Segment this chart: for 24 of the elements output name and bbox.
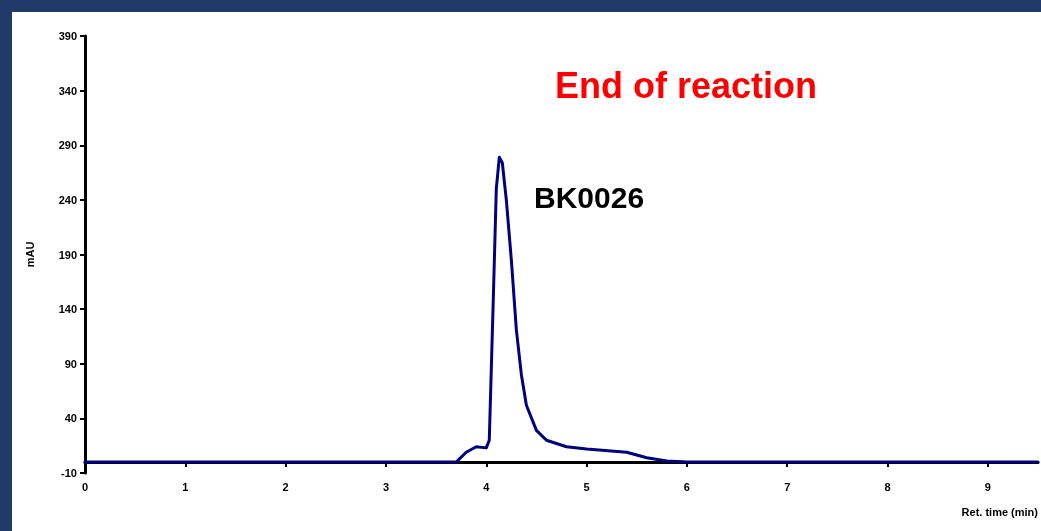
y-tick-label: 340 [58,84,77,97]
x-tick-label: 0 [81,480,89,493]
x-tick-label: 8 [884,480,891,493]
x-tick-label: 1 [182,480,189,493]
x-tick-label: 2 [282,480,289,493]
x-tick-label: 9 [984,480,991,493]
x-tick-label: 3 [382,480,390,493]
y-tick-label: 40 [64,412,77,425]
y-axis-title: mAU [23,241,36,268]
y-tick-label: 190 [58,248,77,261]
y-tick-label: 240 [58,193,77,206]
annotation: End of reaction [555,64,818,106]
x-axis-title: Ret. time (min) [961,505,1039,518]
annotation: BK0026 [534,180,645,214]
y-tick-label: 390 [58,30,77,42]
y-tick-label: 140 [58,303,77,316]
x-tick-label: 4 [483,480,491,493]
x-tick-label: 6 [683,480,690,493]
y-tick-label: 290 [58,139,77,152]
line-series [83,155,1040,464]
x-tick-label: 7 [784,480,791,493]
y-tick-label: 90 [64,357,77,370]
x-tick-label: 5 [583,480,590,493]
y-tick-label: -10 [61,467,77,479]
